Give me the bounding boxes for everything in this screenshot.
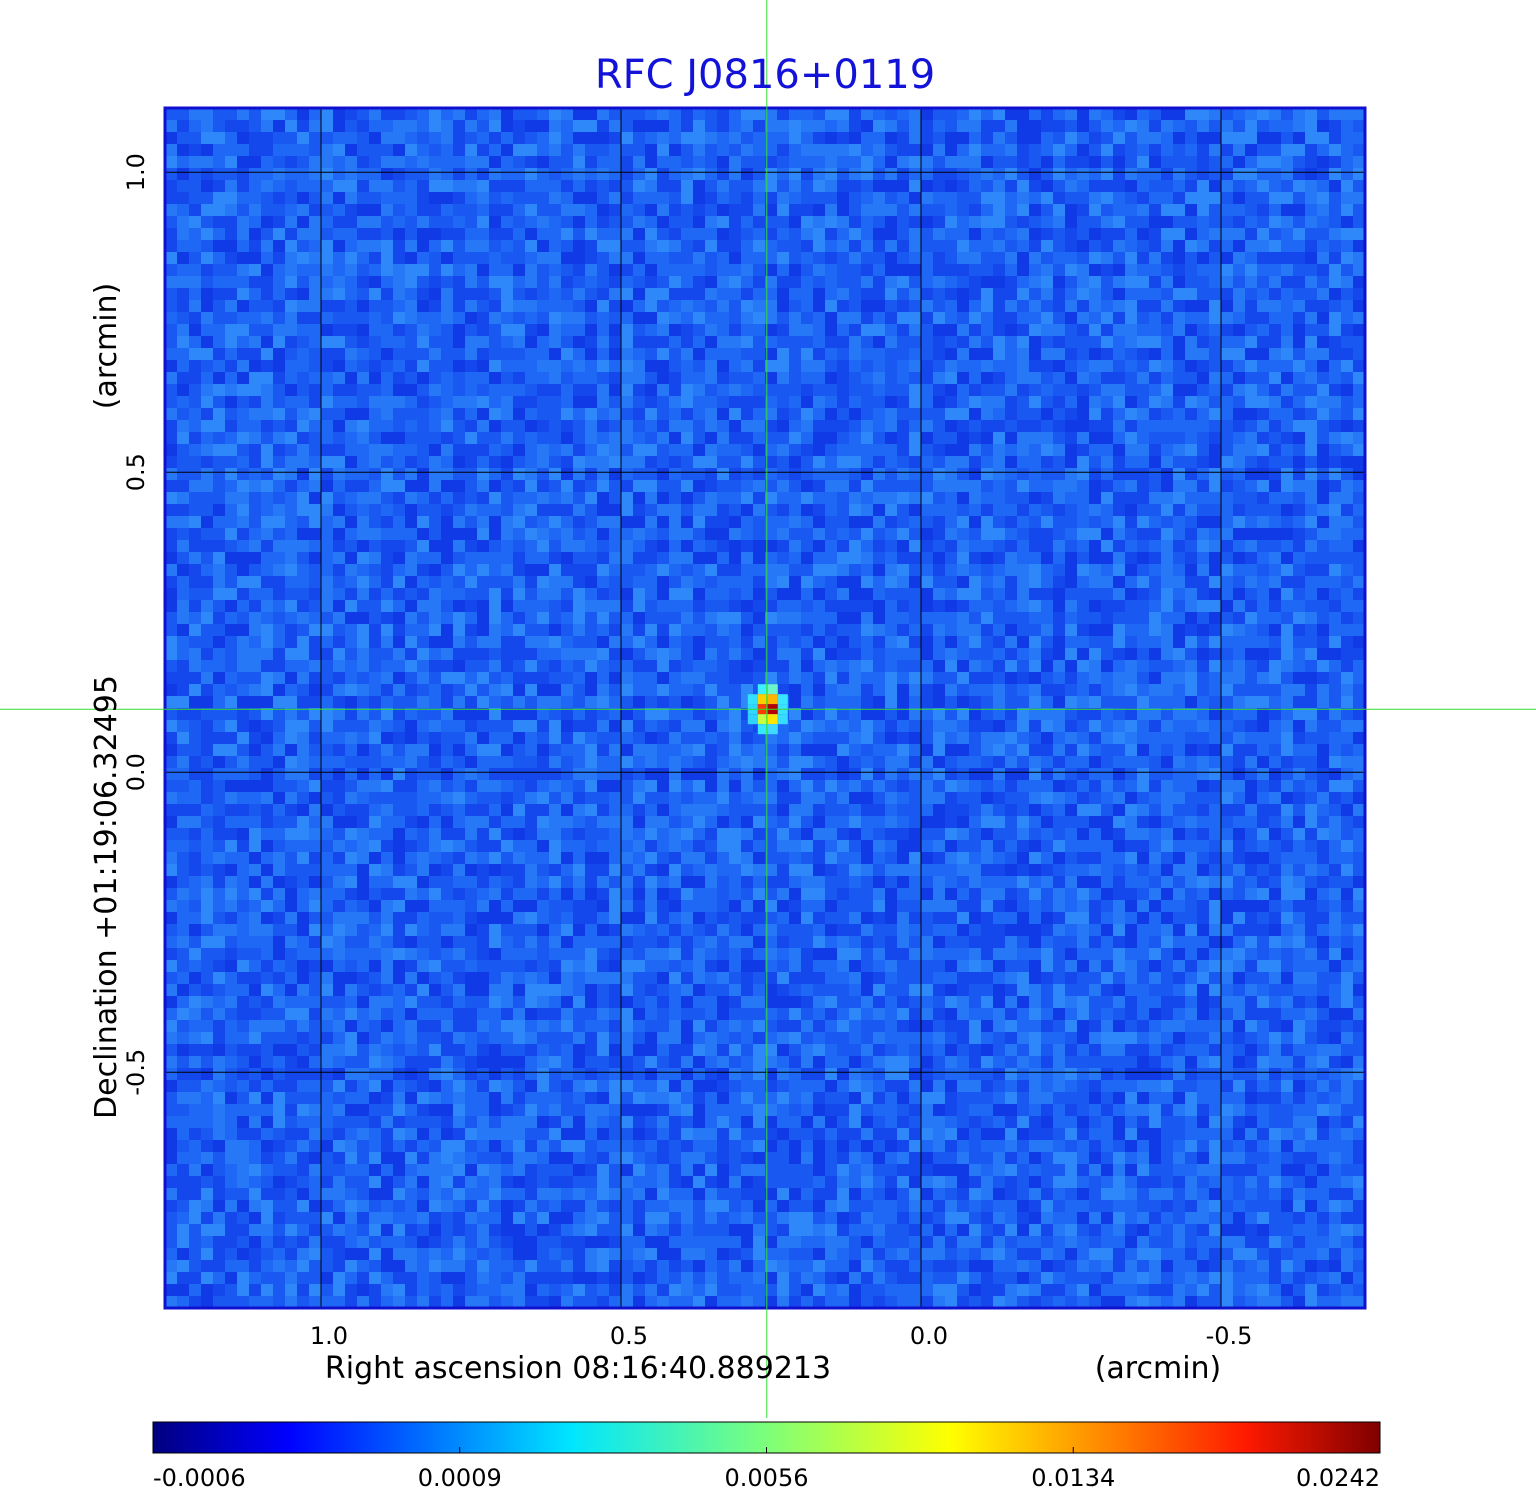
- colorbar-tick-label: 0.0134: [1031, 1464, 1115, 1492]
- source-pixel: [757, 694, 768, 705]
- source-pixel: [767, 684, 778, 695]
- image-frame: [163, 106, 1367, 1310]
- source-pixel: [767, 724, 778, 735]
- source-pixel: [757, 724, 768, 735]
- x-tick-label: 0.5: [610, 1322, 648, 1350]
- y-tick-label: 0.5: [122, 453, 150, 491]
- y-axis-label: Declination +01:19:06.32495: [89, 675, 124, 1119]
- x-axis-label: Right ascension 08:16:40.889213: [325, 1351, 831, 1386]
- colorbar-tick-label: 0.0056: [725, 1464, 809, 1492]
- source-pixel: [767, 694, 778, 705]
- source-pixel: [777, 694, 788, 705]
- colorbar-tick-label: 0.0009: [418, 1464, 502, 1492]
- source-pixel: [747, 714, 758, 725]
- x-axis-unit: (arcmin): [1095, 1351, 1222, 1386]
- y-tick-label: 0.0: [122, 753, 150, 791]
- source-pixel: [747, 694, 758, 705]
- x-tick-label: 1.0: [310, 1322, 348, 1350]
- source-pixel: [767, 714, 778, 725]
- chart-title: RFC J0816+0119: [595, 52, 935, 98]
- source-pixel: [777, 714, 788, 725]
- colorbar-tick-label: -0.0006: [153, 1464, 246, 1492]
- colorbar-tick-label: 0.0242: [1296, 1464, 1380, 1492]
- x-tick-label: 0.0: [910, 1322, 948, 1350]
- source-pixel: [757, 714, 768, 725]
- x-tick-label: -0.5: [1206, 1322, 1253, 1350]
- y-axis-unit: (arcmin): [89, 283, 124, 410]
- y-tick-label: 1.0: [122, 153, 150, 191]
- source-pixel: [757, 684, 768, 695]
- image-texture: [165, 108, 1365, 1308]
- y-tick-label: -0.5: [122, 1049, 150, 1096]
